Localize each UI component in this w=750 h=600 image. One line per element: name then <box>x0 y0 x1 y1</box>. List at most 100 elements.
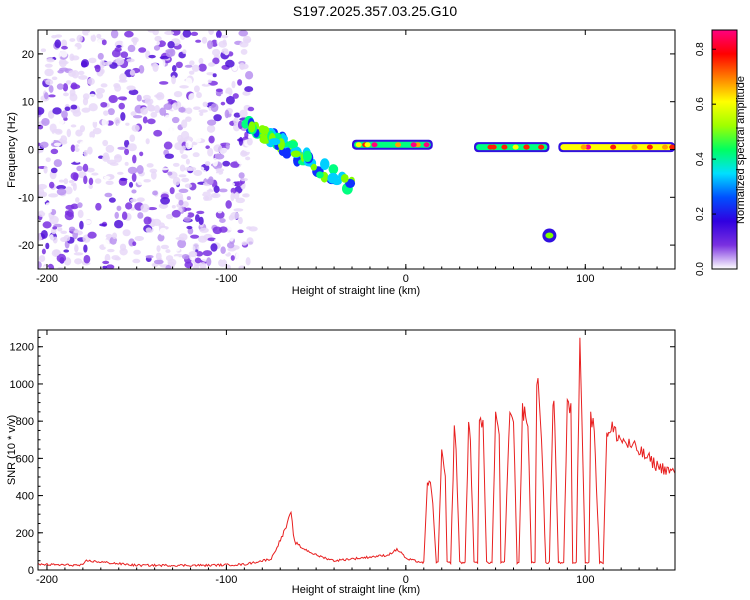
spectrogram-noise-blob <box>124 148 130 156</box>
spectrogram-noise-blob <box>163 103 173 110</box>
spectrogram-noise-blob <box>92 127 102 135</box>
spectrogram-noise-blob <box>83 175 88 185</box>
spectrogram-noise-blob <box>130 111 137 117</box>
spectrogram-noise-blob <box>246 226 252 230</box>
spectrogram-noise-blob <box>207 147 214 157</box>
spectrogram-noise-blob <box>185 107 193 114</box>
spectrogram-band-peak <box>512 144 519 150</box>
snr-series-line <box>38 337 675 568</box>
spectrogram-noise-blob <box>178 107 186 113</box>
spectrogram-noise-blob <box>105 233 113 239</box>
snr-y-tick-label: 0 <box>28 565 34 577</box>
spectrogram-noise-blob <box>195 214 200 223</box>
spectrogram-noise-blob <box>77 202 83 209</box>
spectrogram-noise-blob <box>157 233 165 242</box>
spectrogram-noise-blob <box>56 115 61 122</box>
spectrogram-noise-blob <box>114 117 121 125</box>
spectrogram-band-peak <box>662 144 669 150</box>
spectrogram-noise-blob <box>101 117 109 127</box>
snr-x-tick-label: -100 <box>215 574 237 586</box>
spectrogram-noise-blob <box>225 181 235 188</box>
spectrogram-noise-blob <box>44 68 54 77</box>
spectrogram-noise-blob <box>217 208 223 214</box>
spectrogram-noise-blob <box>210 243 218 252</box>
spectrogram-noise-blob <box>219 218 226 223</box>
spectrogram-noise-blob <box>54 50 62 59</box>
spectrogram-noise-blob <box>165 249 171 254</box>
spectrogram-noise-blob <box>234 181 243 187</box>
spectrogram-noise-blob <box>122 39 129 48</box>
spectrogram-noise-blob <box>186 225 193 230</box>
spectrogram-diagonal-blob <box>340 173 349 183</box>
spectrogram-noise-blob <box>48 85 54 93</box>
spectrogram-noise-blob <box>122 166 128 174</box>
spectrogram-noise-blob <box>180 154 188 159</box>
spectrogram-noise-blob <box>73 252 84 256</box>
spectrogram-noise-blob <box>95 87 106 94</box>
spectrogram-marks <box>38 30 675 269</box>
spectrogram-noise-blob <box>70 104 78 110</box>
spectrogram-noise-blob <box>233 191 240 200</box>
spectrogram-noise-blob <box>219 226 228 233</box>
spectrogram-noise-blob <box>226 242 235 249</box>
spectrogram-noise-blob <box>89 131 96 139</box>
spectrogram-noise-blob <box>56 188 67 196</box>
spectrogram-noise-blob <box>246 237 254 246</box>
spectrogram-noise-blob <box>207 237 217 242</box>
spectrogram-noise-blob <box>79 220 84 230</box>
spectrogram-noise-blob <box>63 92 69 97</box>
spectrogram-noise-blob <box>124 30 134 38</box>
spectrogram-noise-blob <box>221 48 229 55</box>
spectrogram-noise-blob <box>237 229 244 234</box>
spectrogram-noise-blob <box>90 34 96 42</box>
spectrogram-noise-blob <box>171 75 177 85</box>
spectrogram-noise-blob <box>100 77 108 82</box>
spectrogram-noise-blob <box>238 265 246 269</box>
spectrogram-noise-blob <box>117 171 124 175</box>
spectrogram-noise-blob <box>56 83 64 90</box>
spectrogram-noise-blob <box>181 112 187 119</box>
spectrogram-noise-blob <box>233 208 244 212</box>
spectrogram-noise-blob <box>196 210 205 215</box>
spectrogram-band-peak <box>423 142 430 148</box>
spectrogram-noise-blob <box>171 209 181 218</box>
spectrogram-noise-blob <box>45 242 50 250</box>
snr-y-label: SNR (10 * v/v) <box>6 415 18 485</box>
spectrogram-noise-blob <box>87 77 95 86</box>
spectrogram-noise-blob <box>131 37 139 43</box>
spectrogram-noise-blob <box>233 117 239 125</box>
spectrogram-noise-blob <box>249 42 258 48</box>
spectrogram-diagonal-blob <box>241 119 250 129</box>
spectrogram-noise-blob <box>165 50 174 58</box>
spectrogram-noise-blob <box>192 124 201 130</box>
spectrogram-noise-blob <box>153 45 161 51</box>
spectrogram-noise-blob <box>45 157 51 163</box>
spectrogram-noise-blob <box>88 137 96 143</box>
spectrogram-diagonal-blob <box>268 138 281 146</box>
spectrogram-noise-blob <box>58 179 65 183</box>
spectrogram-noise-blob <box>185 207 192 211</box>
spectrogram-noise-blob <box>70 144 76 152</box>
spectrogram-noise-blob <box>78 70 85 76</box>
spectrogram-noise-blob <box>164 30 175 36</box>
spectrogram-noise-blob <box>162 125 173 135</box>
spectrogram-noise-blob <box>122 229 131 237</box>
spectrogram-noise-blob <box>86 206 95 213</box>
spectrogram-noise-blob <box>83 244 88 253</box>
spectrogram-band-peak <box>523 144 530 150</box>
spectrogram-diagonal-blob <box>328 164 339 175</box>
spectrogram-noise-blob <box>77 209 84 219</box>
spectrogram-noise-blob <box>145 227 152 233</box>
colorbar-ticks: 0.0 0.2 0.4 0.6 0.8 <box>695 42 716 276</box>
spectrogram-noise-blob <box>109 162 119 166</box>
spectrogram-noise-blob <box>73 216 80 222</box>
spectrogram-noise-blob <box>49 215 59 225</box>
spectrogram-noise-blob <box>154 94 163 98</box>
spectrogram-noise-blob <box>86 37 92 41</box>
spectrogram-noise-blob <box>159 227 167 236</box>
spectrogram-noise-blob <box>126 85 136 91</box>
spectrogram-noise-blob <box>120 112 126 121</box>
spectrogram-noise-blob <box>238 136 243 146</box>
